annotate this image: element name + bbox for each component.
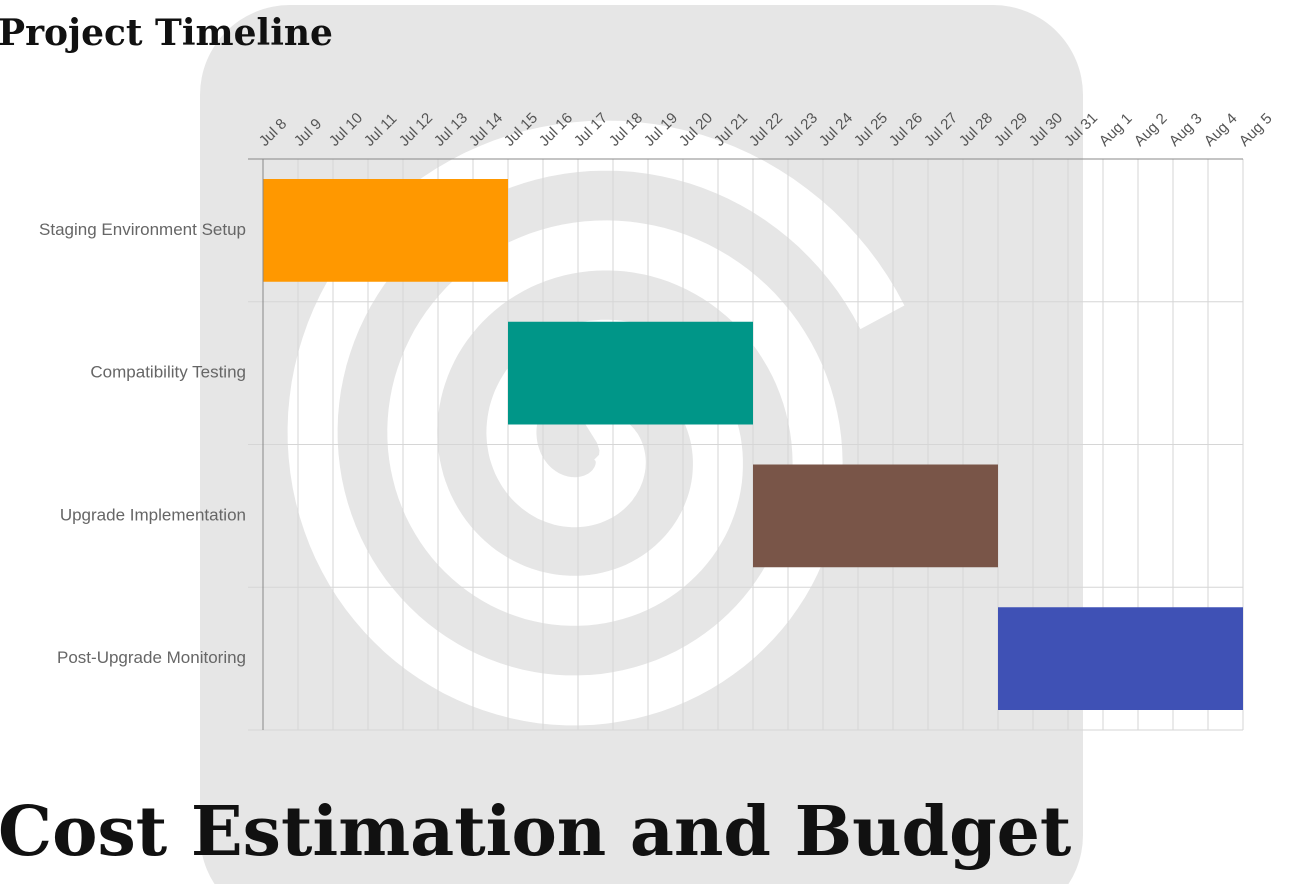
task-bar [753, 465, 998, 568]
page: Project Timeline Jul 8Jul 9Jul 10Jul 11J… [0, 0, 1289, 884]
x-tick-label: Aug 3 [1166, 110, 1206, 150]
x-tick-label: Aug 2 [1131, 110, 1171, 150]
heading: Cost Estimation and Budget [0, 792, 1072, 872]
task-bar [508, 322, 753, 425]
x-tick-label: Aug 1 [1096, 110, 1136, 150]
y-tick-label: Compatibility Testing [90, 363, 246, 382]
x-tick-label: Aug 4 [1201, 110, 1241, 150]
heading: Project Timeline [0, 12, 333, 54]
document: Project Timeline Jul 8Jul 9Jul 10Jul 11J… [0, 0, 1289, 884]
x-tick-label: Aug 5 [1236, 110, 1276, 150]
y-tick-label: Post-Upgrade Monitoring [57, 648, 246, 667]
y-tick-label: Upgrade Implementation [60, 505, 246, 524]
task-bar [263, 179, 508, 282]
y-tick-label: Staging Environment Setup [39, 220, 246, 239]
task-bar [998, 607, 1243, 710]
